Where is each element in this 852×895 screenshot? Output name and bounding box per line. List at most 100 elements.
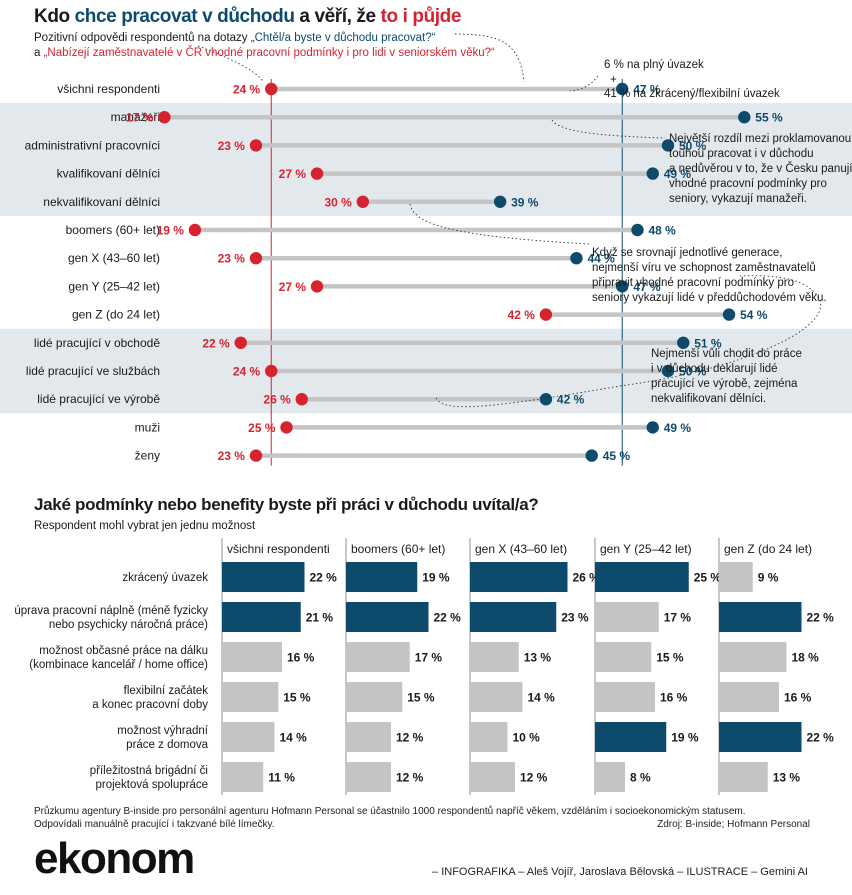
bar	[222, 762, 264, 792]
red-dot	[234, 336, 247, 349]
bar	[595, 682, 655, 712]
bar-value-label: 9 %	[758, 571, 779, 585]
row-label: boomers (60+ let)	[66, 223, 160, 237]
red-value-label: 27 %	[279, 167, 307, 181]
red-dot	[265, 82, 278, 96]
bar-value-label: 16 %	[660, 691, 688, 705]
bar-value-label: 12 %	[396, 771, 424, 785]
bar-value-label: 21 %	[306, 611, 334, 625]
blue-dot	[493, 195, 507, 208]
red-dot	[249, 252, 263, 265]
bar	[719, 722, 802, 752]
row-label: ženy	[135, 449, 160, 463]
bar-value-label: 13 %	[524, 651, 552, 665]
subtitle-question-1: „Chtěl/a byste v důchodu pracovat?“	[250, 32, 436, 44]
annotation-line: Největší rozdíl mezi proklamovanou	[669, 133, 852, 145]
panel-title: gen X (43–60 let)	[475, 542, 567, 556]
annotation-line: a nedůvěrou v to, že v Česku panují	[669, 163, 852, 175]
leader-fulltime	[569, 75, 599, 92]
bar	[470, 722, 508, 752]
leader-production	[435, 275, 822, 408]
bar-value-label: 14 %	[528, 691, 556, 705]
bar-value-label: 13 %	[773, 771, 801, 785]
row-label: gen X (43–60 let)	[68, 251, 160, 265]
bar-value-label: 18 %	[792, 651, 820, 665]
red-dot	[158, 111, 171, 124]
annotation-line: Nejmenší vůli chodit do práce	[651, 348, 802, 360]
red-value-label: 26 %	[263, 393, 291, 407]
red-value-label: 22 %	[202, 336, 230, 350]
bar-value-label: 17 %	[415, 651, 443, 665]
red-value-label: 27 %	[279, 280, 307, 294]
panel-title: všichni respondenti	[227, 542, 330, 556]
annotation-line: nejmenší víru ve schopnost zaměstnavatel…	[592, 262, 816, 274]
row-label: manažeři	[111, 110, 160, 124]
blue-value-label: 47 %	[633, 83, 661, 97]
blue-dot	[616, 280, 629, 293]
leader-q1	[454, 33, 525, 83]
annotation-line: seniory vykazují lidé v předdůchodovém v…	[592, 292, 827, 304]
annotation-line: +	[610, 73, 617, 86]
bar	[222, 602, 301, 632]
bar	[222, 682, 279, 712]
bar-value-label: 19 %	[422, 571, 450, 585]
annotation-managers: Největší rozdíl mezi proklamovanou touho…	[669, 132, 852, 207]
blue-value-label: 49 %	[664, 421, 692, 435]
blue-dot	[722, 308, 736, 321]
row-label: lidé pracující v obchodě	[34, 336, 160, 350]
bar	[470, 762, 515, 792]
red-dot	[249, 449, 263, 462]
red-dot	[310, 167, 324, 180]
subtitle-question-2: „Nabízejí zaměstnavatelé v ČR vhodné pra…	[43, 47, 495, 59]
blue-value-label: 50 %	[679, 365, 707, 379]
category-label: příležitostná brigádní či	[90, 765, 208, 777]
row-label: lidé pracující ve výrobě	[37, 392, 160, 406]
row-label: kvalifikovaní dělníci	[57, 167, 160, 181]
bar	[346, 602, 429, 632]
title-part-blue: chce pracovat v důchodu	[74, 6, 295, 27]
bar-value-label: 22 %	[807, 611, 835, 625]
annotation-fulltime: 6 % na plný úvazek + 41 % na zkrácený/fl…	[604, 58, 780, 102]
bar-value-label: 26 %	[573, 571, 601, 585]
bar-value-label: 22 %	[310, 571, 338, 585]
bar-value-label: 10 %	[513, 731, 541, 745]
category-label: zkrácený úvazek	[122, 572, 208, 584]
red-dot	[249, 139, 263, 152]
title-part-red: to i půjde	[380, 6, 462, 27]
red-dot	[310, 280, 324, 293]
row-label: muži	[135, 420, 160, 434]
bar	[346, 682, 403, 712]
bar	[346, 642, 410, 672]
subtitle-line-1: Pozitivní odpovědi respondentů na dotazy…	[34, 31, 435, 46]
row-label: gen Y (25–42 let)	[68, 279, 160, 293]
red-value-label: 42 %	[508, 308, 536, 322]
blue-value-label: 48 %	[648, 224, 676, 238]
chart-title: Kdo chce pracovat v důchodu a věří, že t…	[34, 6, 461, 28]
category-label: úprava pracovní náplně (méně fyzicky	[14, 605, 208, 617]
bar	[719, 562, 753, 592]
bar-value-label: 11 %	[268, 771, 295, 785]
title-part: Kdo	[34, 6, 75, 27]
blue-value-label: 47 %	[633, 280, 661, 294]
blue-dot	[661, 139, 675, 152]
title-part: a věří, že	[294, 6, 381, 27]
red-dot	[265, 364, 278, 378]
subtitle-line-2: a „Nabízejí zaměstnavatelé v ČR vhodné p…	[34, 46, 495, 61]
benefits-bar-chart: zkrácený úvazek úprava pracovní náplně (m…	[14, 538, 835, 795]
annotation-line: 41 % na zkrácený/flexibilní úvazek	[604, 88, 780, 100]
red-dot	[539, 308, 553, 321]
bar-value-label: 15 %	[656, 651, 684, 665]
blue-dot	[539, 393, 553, 406]
category-label: možnost občasné práce na dálku	[39, 645, 208, 657]
blue-value-label: 39 %	[511, 195, 539, 209]
annotation-line: připravit vhodné pracovní podmínky pro	[592, 277, 794, 289]
blue-value-label: 49 %	[664, 167, 692, 181]
annotation-line: nekvalifikovaní dělníci.	[651, 393, 767, 405]
panel-title: boomers (60+ let)	[351, 542, 445, 556]
bar	[719, 602, 802, 632]
bar-value-label: 14 %	[280, 731, 308, 745]
bar	[470, 642, 519, 672]
bar-value-label: 15 %	[407, 691, 435, 705]
bar-value-label: 17 %	[664, 611, 692, 625]
